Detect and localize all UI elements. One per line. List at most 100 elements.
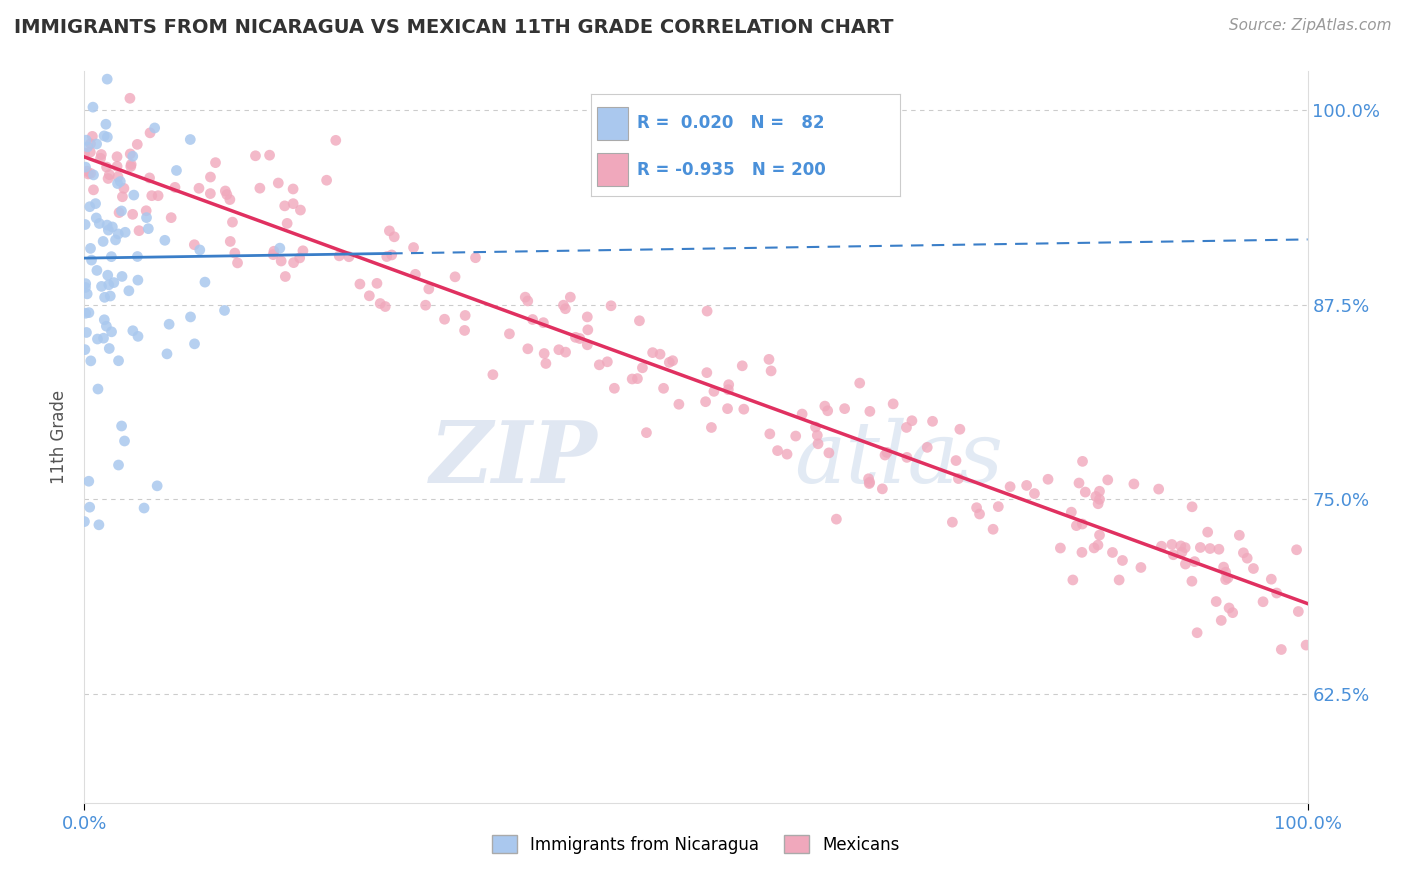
Point <box>315 173 337 187</box>
Point <box>214 184 236 198</box>
Point <box>568 331 591 345</box>
Point <box>101 219 124 234</box>
Point <box>814 399 837 413</box>
Point <box>163 180 186 194</box>
Point <box>146 188 169 202</box>
Point <box>1015 478 1038 492</box>
Point <box>1215 565 1237 579</box>
Point <box>194 275 217 289</box>
Point <box>785 429 807 443</box>
Point <box>359 289 381 303</box>
Point <box>281 182 304 196</box>
Point <box>998 480 1021 494</box>
Point <box>1295 638 1317 652</box>
Text: Source: ZipAtlas.com: Source: ZipAtlas.com <box>1229 18 1392 33</box>
Point <box>825 512 848 526</box>
Point <box>188 243 211 257</box>
Point <box>214 303 236 318</box>
Point <box>263 244 285 259</box>
Point <box>328 249 350 263</box>
Point <box>110 204 132 219</box>
Point <box>97 268 120 283</box>
Point <box>1265 586 1288 600</box>
Point <box>1197 525 1219 540</box>
Point <box>200 186 222 201</box>
Point <box>103 276 125 290</box>
Point <box>75 306 97 320</box>
Point <box>368 296 391 310</box>
Point <box>166 163 188 178</box>
Point <box>872 482 894 496</box>
Point <box>648 347 671 361</box>
Point <box>79 145 101 160</box>
Point <box>807 436 830 450</box>
Point <box>283 255 305 269</box>
Point <box>84 196 107 211</box>
Point <box>766 443 789 458</box>
Point <box>921 414 943 428</box>
Point <box>652 381 675 395</box>
Point <box>79 166 101 180</box>
Point <box>121 324 143 338</box>
Point <box>896 420 918 434</box>
Point <box>127 273 149 287</box>
Point <box>218 193 240 207</box>
Bar <box>596 153 627 186</box>
Point <box>553 298 575 312</box>
Point <box>269 241 291 255</box>
Point <box>1260 572 1282 586</box>
Point <box>576 310 599 324</box>
Point <box>901 414 924 428</box>
Point <box>759 426 782 441</box>
Point <box>1236 551 1258 566</box>
Point <box>661 353 683 368</box>
Point <box>90 151 112 165</box>
Point <box>110 174 132 188</box>
Point <box>100 325 122 339</box>
Point <box>1108 573 1130 587</box>
Point <box>90 147 112 161</box>
Point <box>817 403 839 417</box>
Point <box>98 168 121 182</box>
Point <box>415 298 437 312</box>
Point <box>966 500 988 515</box>
Point <box>80 253 103 268</box>
Point <box>1163 548 1185 562</box>
Point <box>1062 573 1084 587</box>
Point <box>1122 477 1144 491</box>
Point <box>96 218 118 232</box>
Point <box>1088 492 1111 507</box>
Text: R =  0.020   N =   82: R = 0.020 N = 82 <box>637 114 824 132</box>
Point <box>631 360 654 375</box>
Point <box>79 136 101 151</box>
Point <box>93 312 115 326</box>
Point <box>87 382 110 396</box>
Point <box>122 188 145 202</box>
Point <box>1216 571 1239 585</box>
Point <box>273 199 295 213</box>
Point <box>204 155 226 169</box>
Point <box>1088 484 1111 499</box>
Point <box>1083 541 1105 555</box>
Point <box>626 371 648 385</box>
Point <box>262 247 284 261</box>
Point <box>776 447 799 461</box>
Point <box>274 269 297 284</box>
Point <box>1150 539 1173 553</box>
Point <box>790 407 813 421</box>
Point <box>107 458 129 472</box>
Point <box>96 72 118 87</box>
Point <box>96 130 118 145</box>
Point <box>90 279 112 293</box>
Point <box>873 448 896 462</box>
Point <box>941 515 963 529</box>
Point <box>276 216 298 230</box>
Point <box>1024 486 1046 500</box>
Point <box>75 133 97 147</box>
Point <box>1067 475 1090 490</box>
Point <box>1270 642 1292 657</box>
Point <box>1189 541 1212 555</box>
Point <box>107 177 129 191</box>
Point <box>1241 561 1264 575</box>
Point <box>86 136 108 151</box>
